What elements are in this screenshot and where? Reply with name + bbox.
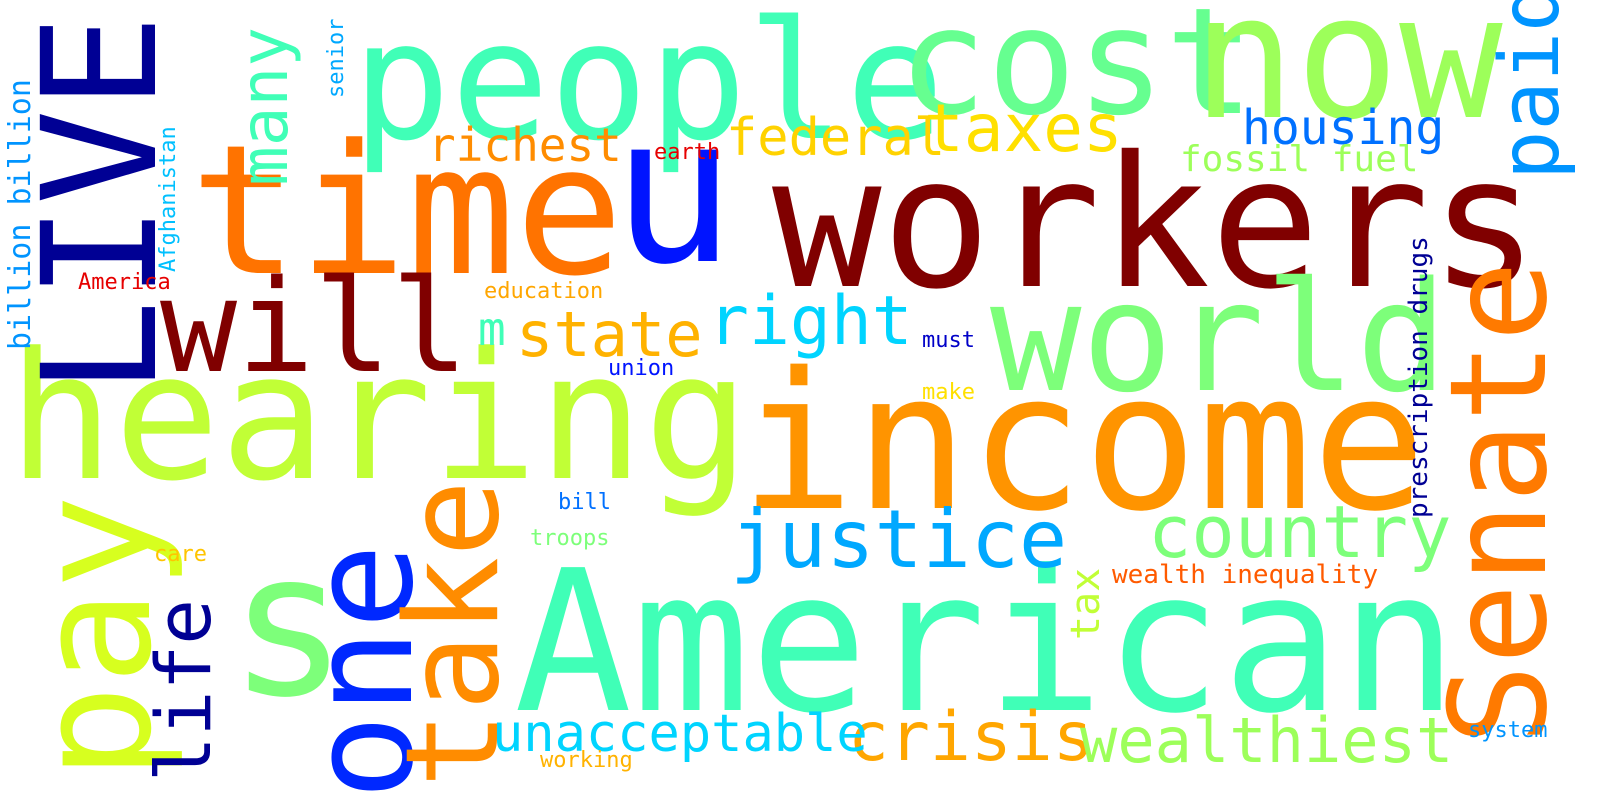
word-now: now [1192,0,1503,158]
word-care: care [154,542,207,567]
word-will: will [160,253,469,402]
word-system: system [1468,718,1548,743]
word-richest: richest [428,118,622,172]
word-wealthiest: wealthiest [1080,704,1454,777]
word-afghanistan: Afghanistan [156,126,181,272]
word-union: union [608,356,675,381]
word-wealth-inequality: wealth inequality [1112,560,1379,590]
word-tax: tax [1063,567,1109,640]
word-income: income [740,332,1427,553]
word-billion-billion: billion billion [3,79,38,350]
word-federal: federal [726,108,946,168]
word-education: education [484,279,604,304]
word-many: many [226,27,303,186]
word-american: American [514,529,1459,757]
word-right: right [708,282,913,361]
word-housing: housing [1242,100,1445,156]
word-m: m [478,302,506,356]
word-senate: Senate [1421,260,1577,745]
word-earth: earth [654,140,721,165]
word-taxes: taxes [924,90,1123,167]
word-world: world [990,249,1448,426]
word-s: s [228,509,349,742]
word-justice: justice [730,493,1068,586]
word-troops: troops [530,526,610,551]
word-u: u [612,73,735,310]
word-crisis: crisis [848,698,1094,777]
word-paid: paid [1483,0,1578,180]
word-time: time [190,107,624,316]
word-fossil-fuel: fossil fuel [1180,139,1419,180]
word-state: state [516,298,703,371]
word-america: America [78,270,171,295]
word-must: must [922,328,975,353]
word-people: people [352,0,945,177]
word-cost: cost [898,0,1255,148]
word-prescription-drugs: prescription drugs [1404,236,1434,518]
word-hearing: hearing [8,315,750,520]
word-working: working [540,748,633,773]
word-make: make [922,380,975,405]
word-life: life [139,598,228,782]
word-bill: bill [558,490,611,515]
word-unacceptable: unacceptable [492,704,868,764]
word-country: country [1148,490,1452,574]
word-senior: senior [324,18,349,98]
word-workers: workers [772,117,1540,329]
